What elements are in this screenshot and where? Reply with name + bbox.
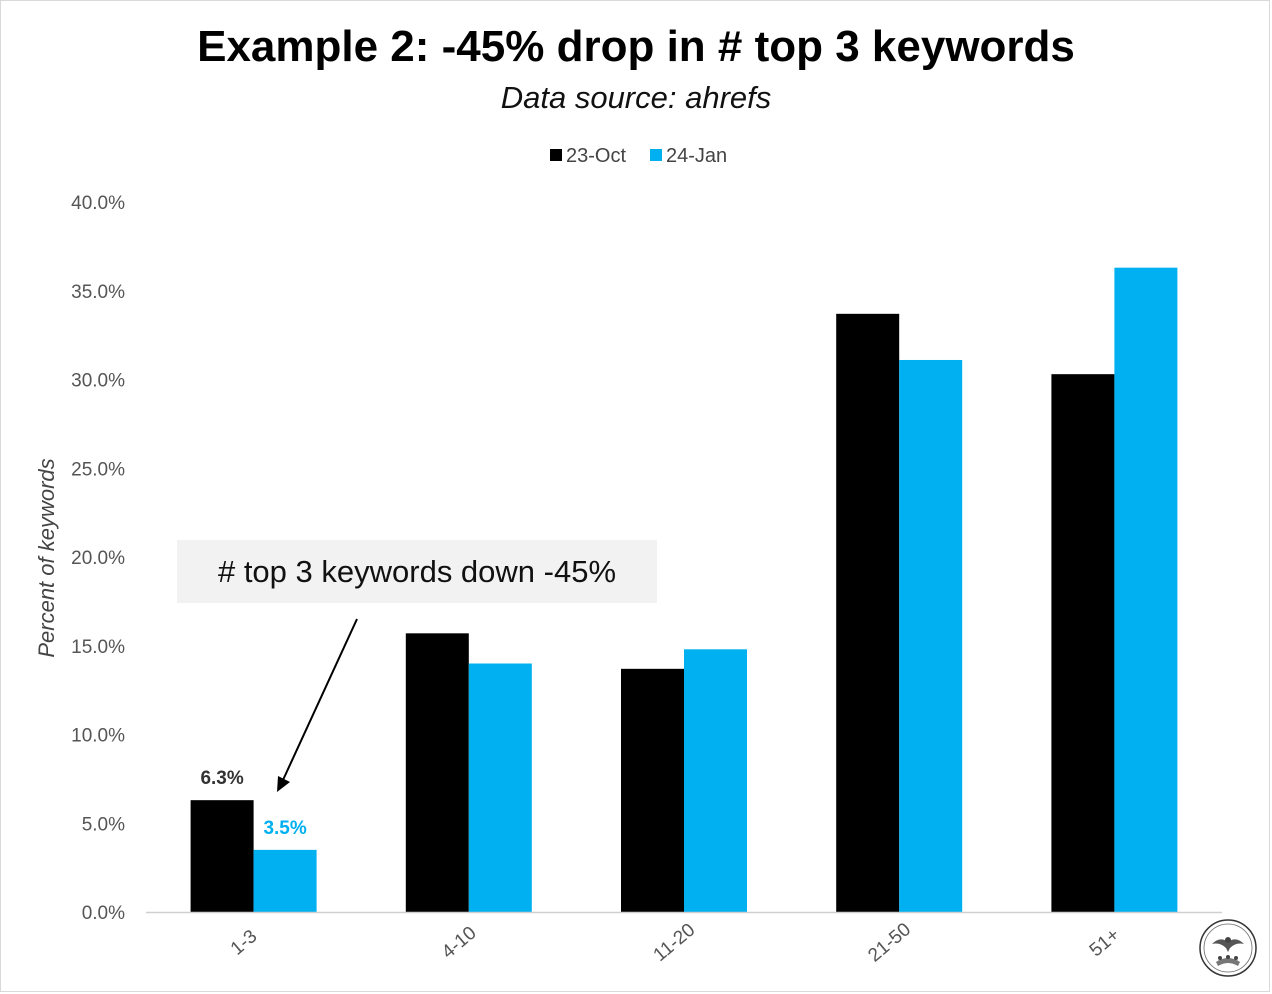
legend: 23-Oct 24-Jan — [550, 145, 727, 167]
annotation-text: # top 3 keywords down -45% — [217, 554, 617, 589]
legend-swatch — [550, 149, 562, 161]
legend-swatch — [650, 149, 662, 161]
y-tick-label: 35.0% — [71, 282, 125, 303]
y-tick-label: 20.0% — [71, 548, 125, 569]
bar-23-oct-4-10 — [405, 633, 469, 912]
y-tick-label: 15.0% — [71, 637, 125, 658]
bar-23-oct-21-50 — [836, 313, 900, 912]
bar-24-jan-51+ — [1114, 267, 1178, 912]
y-tick-label: 0.0% — [82, 903, 125, 924]
bar-24-jan-1-3 — [253, 849, 317, 912]
bar-24-jan-11-20 — [684, 649, 747, 912]
y-tick-label: 5.0% — [82, 814, 125, 835]
bar-24-jan-4-10 — [468, 663, 532, 912]
y-axis-label: Percent of keywords — [34, 458, 59, 657]
annotation-arrow — [277, 618, 358, 792]
x-tick-label: 1-3 — [227, 926, 262, 960]
y-tick-label: 25.0% — [71, 459, 125, 480]
x-tick-label: 11-20 — [650, 920, 700, 966]
data-label: 6.3% — [200, 768, 243, 789]
bar-23-oct-51+ — [1051, 374, 1115, 912]
legend-entry: 23-Oct — [566, 145, 626, 167]
x-axis-ticks: 1-3 4-10 11-20 21-50 51+ — [227, 919, 1124, 966]
bar-24-jan-21-50 — [899, 359, 963, 913]
chart-title: Example 2: -45% drop in # top 3 keywords — [197, 22, 1075, 71]
x-tick-label: 51+ — [1086, 924, 1124, 961]
data-labels: 6.3% 3.5% — [200, 768, 306, 839]
y-tick-label: 10.0% — [71, 726, 125, 747]
chart-subtitle: Data source: ahrefs — [500, 80, 772, 115]
y-axis-ticks: 0.0% 5.0% 10.0% 15.0% 20.0% 25.0% 30.0% 35.0% 40… — [71, 193, 125, 924]
legend-entry: 24-Jan — [666, 145, 727, 167]
y-tick-label: 40.0% — [71, 193, 125, 214]
data-label: 3.5% — [263, 818, 306, 839]
x-tick-label: 4-10 — [438, 923, 481, 964]
bar-23-oct-1-3 — [190, 800, 254, 912]
bars — [190, 267, 1178, 913]
bar-23-oct-11-20 — [621, 668, 684, 912]
eagle-seal-icon — [1199, 919, 1257, 977]
annotation-box — [177, 540, 657, 603]
y-tick-label: 30.0% — [71, 371, 125, 392]
x-tick-label: 21-50 — [864, 919, 915, 966]
